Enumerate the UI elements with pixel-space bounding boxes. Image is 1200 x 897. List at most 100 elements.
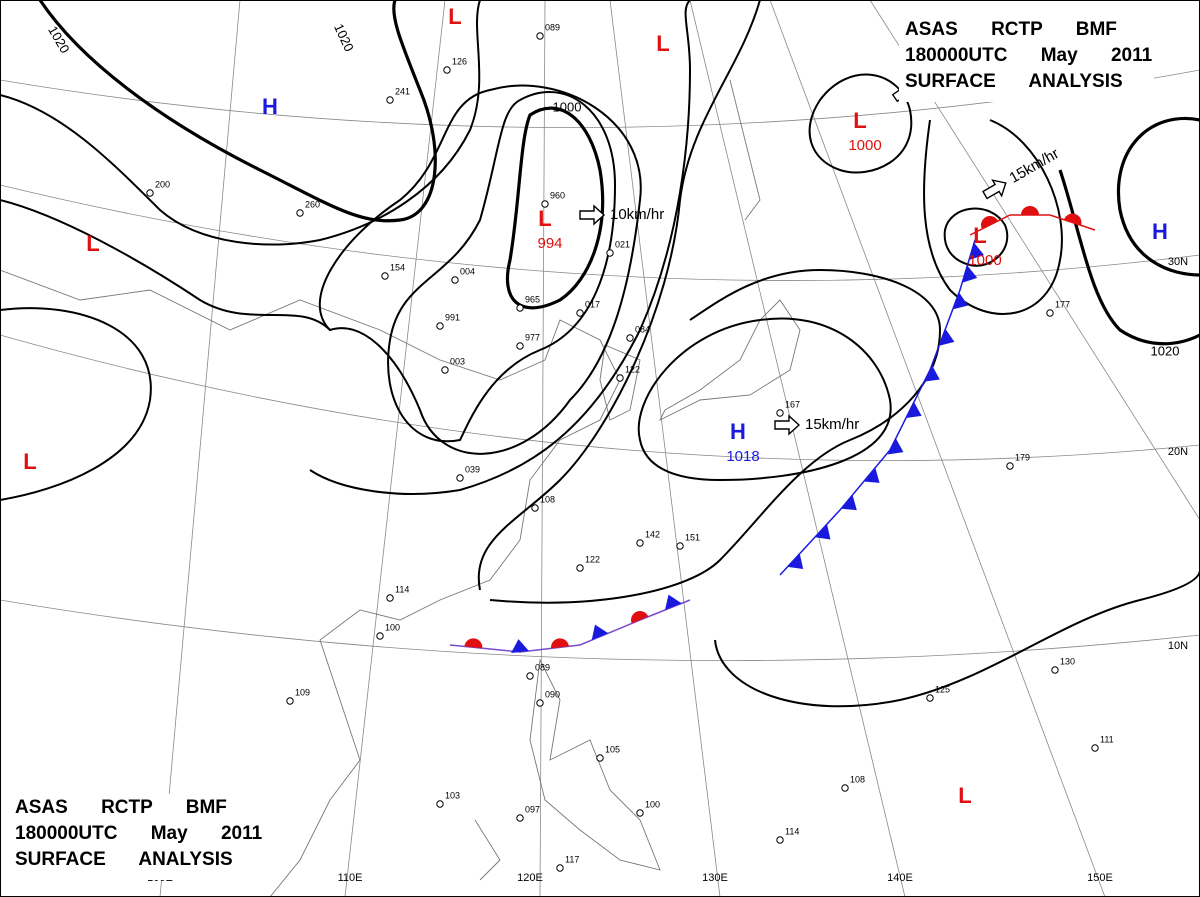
isobar (943, 207, 1009, 267)
station-pressure: 167 (785, 399, 800, 409)
header-background (9, 794, 264, 880)
station-circle (606, 249, 614, 257)
station-circle (636, 809, 644, 817)
isobar (923, 119, 1063, 315)
isobar (387, 91, 617, 443)
station-pressure: 114 (395, 584, 409, 594)
meridian (689, 0, 906, 897)
station-pressure: 100 (385, 622, 400, 632)
header-line: SURFACE ANALYSIS (905, 71, 1123, 92)
isobar (714, 569, 1200, 708)
coastline (529, 658, 661, 871)
meridian (769, 0, 1106, 897)
system-symbol: H (730, 419, 746, 444)
station-pressure: 021 (615, 239, 630, 249)
central-pressure: 994 (537, 235, 562, 252)
station-circle (146, 189, 154, 197)
isobar (0, 199, 331, 331)
station-circle (436, 800, 444, 808)
system-symbol: L (538, 206, 551, 231)
station-circle (776, 409, 784, 417)
station-circle (626, 334, 634, 342)
station-circle (676, 542, 684, 550)
central-pressure: 1000 (848, 137, 881, 154)
latitude-label: 20N (1168, 446, 1188, 458)
station-circle (1006, 462, 1014, 470)
front-triangle (664, 594, 682, 611)
front-triangle (511, 639, 529, 654)
motion-label: 15km/hr (805, 416, 859, 433)
station-pressure: 960 (550, 190, 565, 200)
motion-vector: 15km/hr (774, 414, 859, 436)
front-triangle (863, 467, 880, 483)
motion-arrow (982, 179, 1007, 200)
front-triangle (787, 553, 804, 570)
front-triangle (969, 242, 985, 260)
longitude-label: 110E (338, 872, 363, 884)
isobar (637, 317, 892, 482)
station-pressure: 117 (565, 854, 579, 864)
station-pressure: 084 (635, 324, 650, 334)
station-pressure: 100 (645, 799, 660, 809)
isobar-label: 1020 (1151, 343, 1180, 358)
front-triangle (591, 624, 609, 641)
longitude-label: 120E (517, 872, 543, 884)
station-circle (536, 699, 544, 707)
meridian (344, 0, 446, 897)
central-pressure: 1000 (968, 252, 1001, 269)
station-pressure: 108 (850, 774, 865, 784)
station-circle (296, 209, 304, 217)
front-semicircle (981, 216, 999, 230)
station-circle (451, 276, 459, 284)
system-symbol: L (853, 108, 866, 133)
station-pressure: 142 (645, 529, 660, 539)
station-pressure: 017 (585, 299, 600, 309)
header-line: 180000UTC May 2011 (15, 823, 263, 844)
longitude-label: 140E (887, 872, 913, 884)
station-circle (286, 697, 294, 705)
station-circle (576, 564, 584, 572)
station-pressure: 154 (390, 262, 405, 272)
isobar (808, 73, 913, 174)
isobar (0, 0, 481, 246)
station-pressure: 108 (540, 494, 555, 504)
isobar (1116, 116, 1200, 277)
coastline (0, 269, 621, 897)
station-pressure: 089 (535, 662, 550, 672)
header-line: 180000UTC May 2011 (905, 45, 1153, 66)
stationary-front (449, 599, 691, 653)
station-circle (386, 594, 394, 602)
station-circle (596, 754, 604, 762)
meridian (539, 0, 546, 897)
coastline (658, 299, 801, 422)
station-pressure: 125 (935, 684, 950, 694)
motion-arrow (579, 204, 606, 226)
front-semicircle (1021, 206, 1039, 215)
station-pressure: 241 (395, 86, 410, 96)
station-pressure: 105 (605, 744, 620, 754)
station-pressure: 114 (785, 826, 799, 836)
station-circle (1046, 309, 1054, 317)
station-pressure: 177 (1055, 299, 1070, 309)
front-triangle (962, 265, 978, 283)
station-pressure: 130 (1060, 656, 1075, 666)
front-semicircle (1063, 213, 1082, 226)
header-line: ASAS RCTP BMF (15, 797, 227, 818)
isobar (505, 106, 605, 310)
front-triangle (939, 328, 955, 346)
front-triangle (924, 365, 940, 382)
system-symbol: L (448, 4, 461, 29)
station-circle (541, 200, 549, 208)
coastline (599, 344, 641, 421)
station-circle (536, 32, 544, 40)
parallel (0, 334, 1200, 462)
longitude-label: 150E (1087, 872, 1113, 884)
station-circle (926, 694, 934, 702)
station-circle (531, 504, 539, 512)
front-triangle (905, 401, 922, 419)
system-symbol: H (262, 94, 278, 119)
front-semicircle (631, 611, 649, 624)
latitude-label: 30N (1168, 256, 1188, 268)
